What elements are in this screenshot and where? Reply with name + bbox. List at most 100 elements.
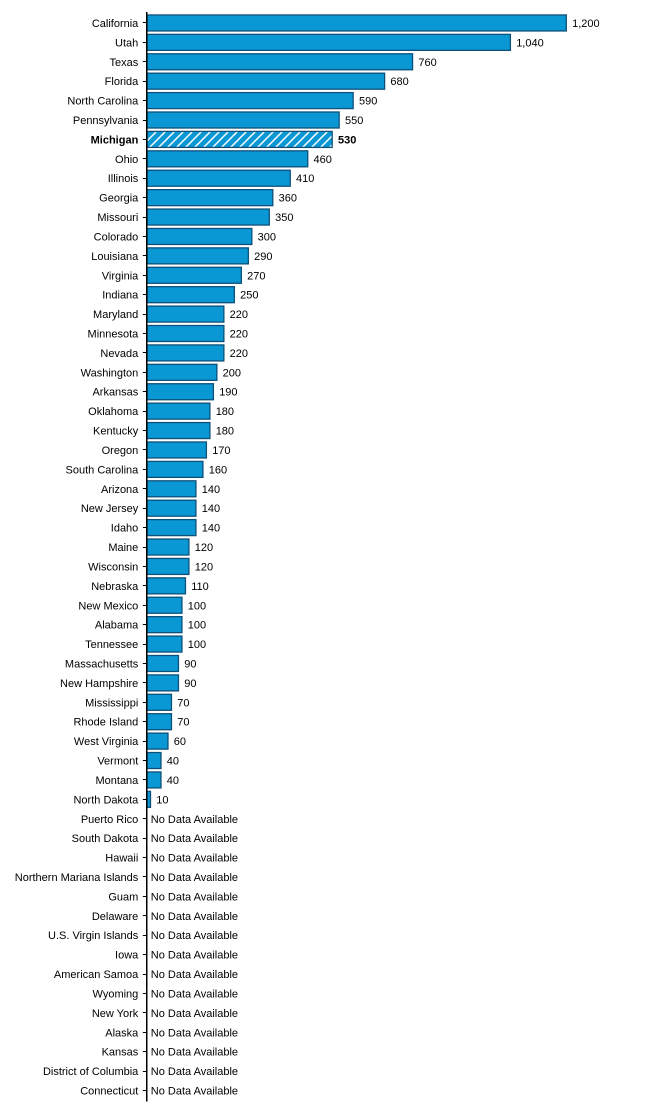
svg-text:Alaska: Alaska [105,1027,139,1039]
svg-text:No Data Available: No Data Available [151,911,238,923]
svg-text:No Data Available: No Data Available [151,872,238,884]
svg-text:California: California [92,18,139,30]
svg-text:270: 270 [247,270,265,282]
svg-text:Rhode Island: Rhode Island [73,717,138,729]
svg-text:220: 220 [230,329,248,341]
svg-text:460: 460 [314,154,332,166]
svg-text:70: 70 [177,697,189,709]
svg-text:Georgia: Georgia [99,193,139,205]
svg-text:10: 10 [156,794,168,806]
svg-text:Guam: Guam [108,891,138,903]
svg-text:Florida: Florida [105,76,140,88]
svg-text:Virginia: Virginia [102,270,139,282]
svg-text:Montana: Montana [95,775,139,787]
svg-text:100: 100 [188,600,206,612]
svg-text:New Mexico: New Mexico [78,600,138,612]
svg-text:190: 190 [219,387,237,399]
svg-text:140: 140 [202,523,220,535]
svg-text:1,040: 1,040 [516,37,544,49]
svg-text:Kentucky: Kentucky [93,426,139,438]
svg-text:Utah: Utah [115,37,138,49]
svg-text:North Dakota: North Dakota [73,794,139,806]
svg-text:90: 90 [184,658,196,670]
svg-text:Tennessee: Tennessee [85,639,138,651]
svg-text:Vermont: Vermont [97,756,138,768]
svg-text:Colorado: Colorado [94,231,139,243]
svg-text:350: 350 [275,212,293,224]
svg-text:300: 300 [258,231,276,243]
svg-text:200: 200 [223,367,241,379]
svg-text:South Dakota: South Dakota [72,833,140,845]
svg-text:No Data Available: No Data Available [151,853,238,865]
svg-text:120: 120 [195,561,213,573]
svg-text:Mississippi: Mississippi [85,697,138,709]
svg-text:40: 40 [167,756,179,768]
svg-text:120: 120 [195,542,213,554]
svg-text:140: 140 [202,484,220,496]
svg-text:Hawaii: Hawaii [105,853,138,865]
svg-text:250: 250 [240,290,258,302]
svg-text:Louisiana: Louisiana [91,251,139,263]
svg-text:No Data Available: No Data Available [151,1066,238,1078]
svg-text:U.S. Virgin Islands: U.S. Virgin Islands [48,930,139,942]
svg-text:Iowa: Iowa [115,950,139,962]
svg-text:680: 680 [390,76,408,88]
svg-text:Indiana: Indiana [102,290,139,302]
svg-text:1,200: 1,200 [572,18,600,30]
svg-text:No Data Available: No Data Available [151,891,238,903]
svg-text:160: 160 [209,464,227,476]
svg-text:90: 90 [184,678,196,690]
svg-text:220: 220 [230,348,248,360]
svg-text:No Data Available: No Data Available [151,930,238,942]
svg-text:Minnesota: Minnesota [88,329,140,341]
svg-text:No Data Available: No Data Available [151,1047,238,1059]
svg-text:60: 60 [174,736,186,748]
svg-text:Nebraska: Nebraska [91,581,139,593]
svg-text:Connecticut: Connecticut [80,1086,138,1098]
svg-text:Maine: Maine [108,542,138,554]
svg-text:New Jersey: New Jersey [81,503,139,515]
svg-text:Maryland: Maryland [93,309,138,321]
svg-text:550: 550 [345,115,363,127]
svg-text:70: 70 [177,717,189,729]
svg-text:North Carolina: North Carolina [67,96,139,108]
svg-text:Texas: Texas [110,57,139,69]
svg-text:100: 100 [188,620,206,632]
svg-text:140: 140 [202,503,220,515]
svg-text:No Data Available: No Data Available [151,988,238,1000]
svg-text:Missouri: Missouri [97,212,138,224]
svg-text:100: 100 [188,639,206,651]
svg-text:No Data Available: No Data Available [151,1027,238,1039]
svg-text:170: 170 [212,445,230,457]
svg-text:Delaware: Delaware [92,911,138,923]
svg-text:District of Columbia: District of Columbia [43,1066,139,1078]
svg-text:Wyoming: Wyoming [93,988,139,1000]
svg-text:410: 410 [296,173,314,185]
svg-text:180: 180 [216,426,234,438]
svg-text:Ohio: Ohio [115,154,138,166]
svg-text:110: 110 [191,581,209,593]
svg-text:40: 40 [167,775,179,787]
svg-text:Oklahoma: Oklahoma [88,406,139,418]
svg-text:Puerto Rico: Puerto Rico [81,814,138,826]
svg-text:Michigan: Michigan [91,134,139,146]
svg-text:Wisconsin: Wisconsin [88,561,138,573]
svg-text:New York: New York [92,1008,139,1020]
svg-text:Arizona: Arizona [101,484,139,496]
svg-text:590: 590 [359,96,377,108]
svg-text:Alabama: Alabama [95,620,139,632]
svg-text:Arkansas: Arkansas [92,387,138,399]
svg-text:Massachusetts: Massachusetts [65,658,139,670]
svg-text:Idaho: Idaho [111,523,139,535]
svg-text:No Data Available: No Data Available [151,950,238,962]
svg-text:Illinois: Illinois [108,173,139,185]
svg-text:American Samoa: American Samoa [54,969,139,981]
svg-text:Northern Mariana Islands: Northern Mariana Islands [15,872,139,884]
svg-text:760: 760 [418,57,436,69]
svg-text:290: 290 [254,251,272,263]
svg-text:South Carolina: South Carolina [66,464,140,476]
svg-text:530: 530 [338,134,356,146]
svg-text:Washington: Washington [81,367,139,379]
svg-text:West Virginia: West Virginia [74,736,139,748]
svg-text:360: 360 [279,193,297,205]
